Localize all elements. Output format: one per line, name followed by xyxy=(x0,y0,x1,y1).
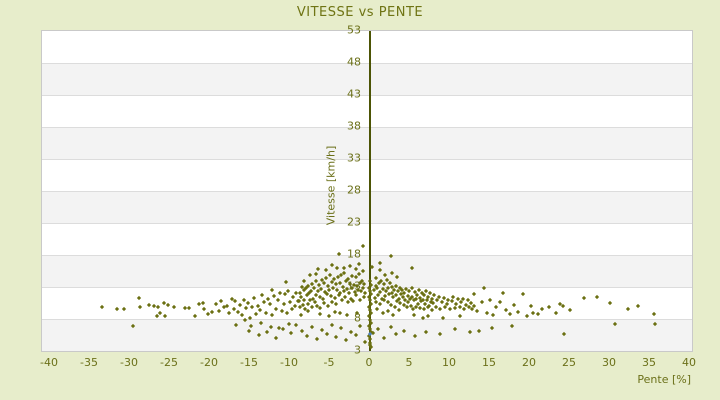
y-gridline xyxy=(42,159,692,160)
y-gridline xyxy=(42,191,692,192)
y-tick-label: 23 xyxy=(347,215,361,229)
y-tick-label: 3 xyxy=(354,343,361,357)
y-gridline xyxy=(42,319,692,320)
x-tick-label: -15 xyxy=(240,356,258,369)
plot-band xyxy=(42,95,692,127)
y-tick-label: 53 xyxy=(347,23,361,37)
y-gridline xyxy=(42,63,692,64)
x-tick-label: 15 xyxy=(482,356,496,369)
y-tick-label: 18 xyxy=(347,247,361,261)
y-tick-label: 8 xyxy=(354,311,361,325)
y-axis-line xyxy=(369,31,371,351)
chart-title: VITESSE vs PENTE xyxy=(296,5,424,20)
plot-band xyxy=(42,319,692,351)
y-tick-label: 38 xyxy=(347,119,361,133)
data-point xyxy=(313,271,318,276)
x-tick-label: 25 xyxy=(562,356,576,369)
plot-band xyxy=(42,223,692,255)
y-tick-label: 13 xyxy=(347,279,361,293)
data-point xyxy=(401,328,406,333)
x-tick-label: 20 xyxy=(522,356,536,369)
x-tick-label: -20 xyxy=(200,356,218,369)
x-tick-label: 40 xyxy=(682,356,696,369)
x-tick-label: 10 xyxy=(442,356,456,369)
plot-area xyxy=(41,30,693,352)
x-tick-label: -5 xyxy=(323,356,335,369)
x-tick-label: 35 xyxy=(642,356,656,369)
y-tick-label: 28 xyxy=(347,183,361,197)
plot-band xyxy=(42,191,692,223)
plot-band xyxy=(42,127,692,159)
y-gridline xyxy=(42,287,692,288)
y-tick-label: 48 xyxy=(347,55,361,69)
plot-band xyxy=(42,255,692,287)
plot-band xyxy=(42,63,692,95)
x-tick-label: -25 xyxy=(160,356,178,369)
plot-band xyxy=(42,31,692,63)
y-tick-label: 33 xyxy=(347,151,361,165)
plot-band xyxy=(42,159,692,191)
data-point xyxy=(269,312,274,317)
x-axis-title: Pente [%] xyxy=(637,373,691,386)
x-tick-label: 5 xyxy=(405,356,413,369)
y-gridline xyxy=(42,223,692,224)
y-gridline xyxy=(42,127,692,128)
y-gridline xyxy=(42,255,692,256)
x-tick-label: 0 xyxy=(365,356,373,369)
x-tick-label: -10 xyxy=(280,356,298,369)
y-tick-label: 43 xyxy=(347,87,361,101)
x-tick-label: -40 xyxy=(40,356,58,369)
x-tick-label: -30 xyxy=(120,356,138,369)
x-tick-label: 30 xyxy=(602,356,616,369)
y-gridline xyxy=(42,95,692,96)
x-tick-label: -35 xyxy=(80,356,98,369)
